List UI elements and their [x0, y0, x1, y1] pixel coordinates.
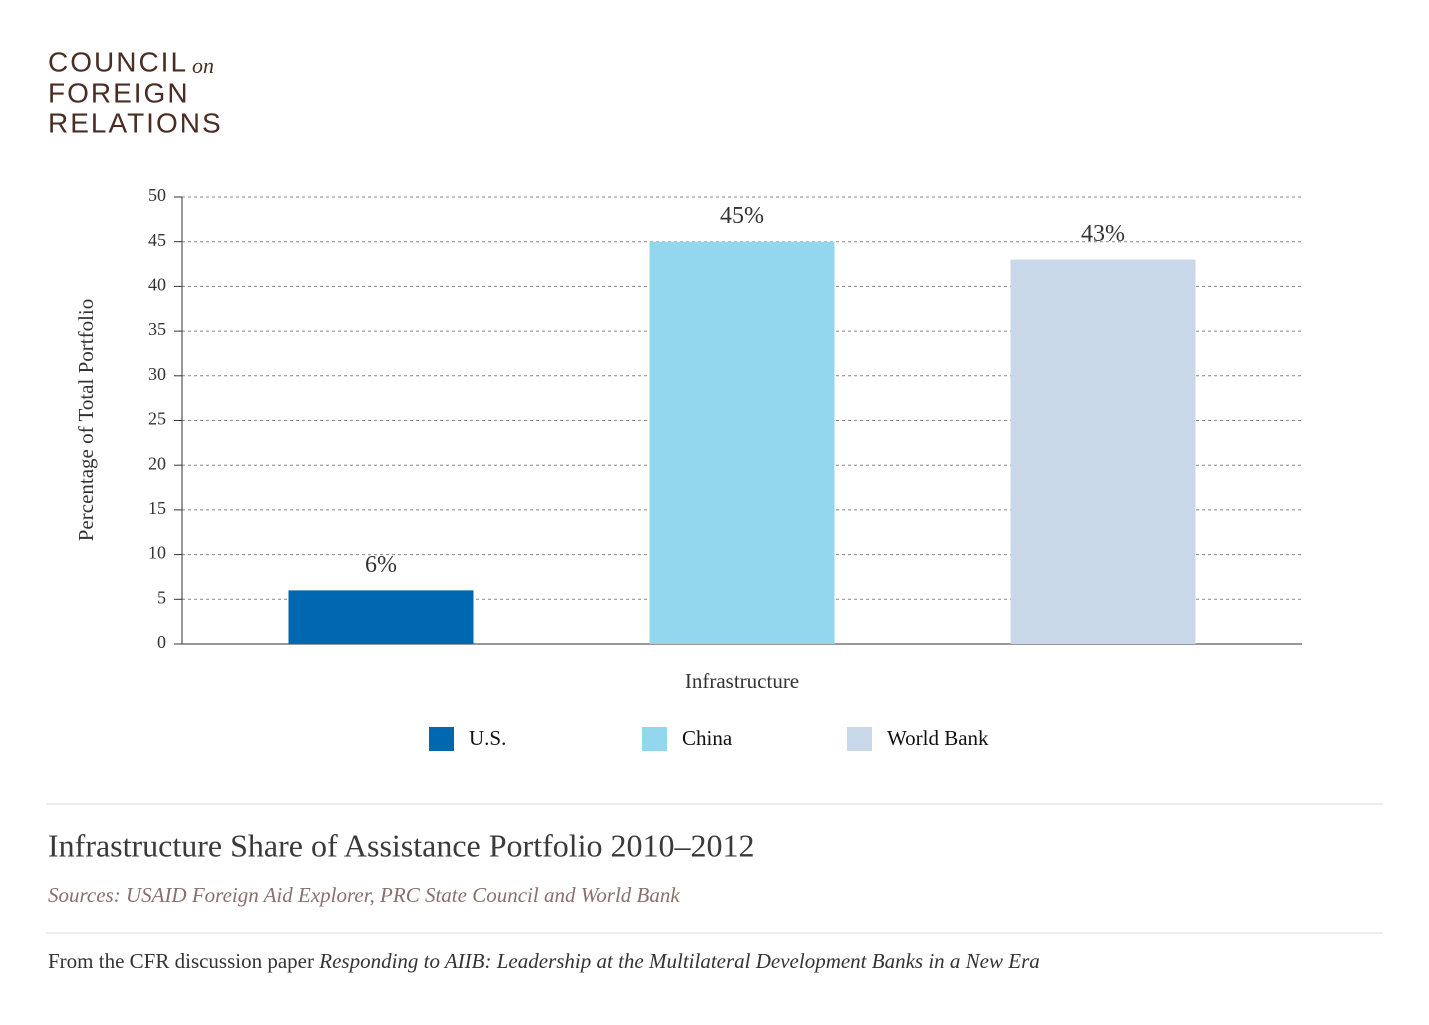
- y-tick-label: 25: [148, 409, 166, 429]
- y-tick-label: 30: [148, 364, 166, 384]
- footer: From the CFR discussion paper Responding…: [48, 949, 1040, 973]
- legend-label: China: [682, 726, 733, 750]
- logo-line: COUNCIL: [48, 46, 188, 77]
- y-tick-label: 20: [148, 453, 166, 473]
- chart-title: Infrastructure Share of Assistance Portf…: [48, 827, 755, 863]
- logo-suffix: on: [192, 53, 214, 78]
- legend-swatch: [847, 727, 872, 751]
- footer-paper: Responding to AIIB: Leadership at the Mu…: [318, 949, 1040, 973]
- x-tick-label: Infrastructure: [685, 669, 799, 693]
- legend-swatch: [429, 727, 454, 751]
- bar: [649, 241, 835, 644]
- legend-label: World Bank: [887, 726, 989, 750]
- source: Sources: USAID Foreign Aid Explorer, PRC…: [48, 883, 680, 907]
- value-label: 6%: [365, 552, 397, 578]
- footer-text: From the CFR discussion paper: [48, 949, 314, 973]
- y-axis-label: Percentage of Total Portfolio: [74, 299, 98, 542]
- y-tick-label: 5: [157, 587, 166, 607]
- logo-line: RELATIONS: [48, 107, 223, 138]
- y-tick-label: 10: [148, 543, 166, 563]
- logo-line: FOREIGN: [48, 77, 190, 108]
- value-label: 45%: [720, 203, 764, 229]
- y-tick-label: 45: [148, 230, 166, 250]
- y-tick-label: 15: [148, 498, 166, 518]
- value-label: 43%: [1081, 221, 1125, 247]
- legend-label: U.S.: [469, 726, 506, 750]
- y-tick-label: 0: [157, 632, 166, 652]
- y-tick-label: 35: [148, 319, 166, 339]
- y-tick-label: 50: [148, 185, 166, 205]
- y-tick-label: 40: [148, 275, 166, 295]
- legend-swatch: [642, 727, 667, 751]
- bar: [1010, 259, 1196, 644]
- bar: [288, 590, 474, 644]
